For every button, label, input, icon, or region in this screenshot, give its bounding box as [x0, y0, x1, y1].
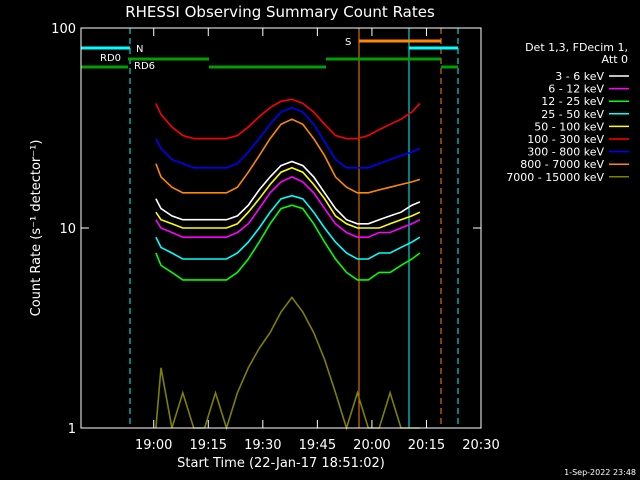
legend-label: 12 - 25 keV [541, 95, 604, 108]
x-tick-label: 19:00 [135, 438, 172, 453]
x-tick-label: 19:15 [190, 438, 227, 453]
x-tick-label: 20:15 [408, 438, 445, 453]
x-axis-label: Start Time (22-Jan-17 18:51:02) [177, 456, 385, 471]
x-tick-label: 19:30 [244, 438, 281, 453]
series-line-2 [155, 176, 421, 238]
legend-label: 100 - 300 keV [527, 133, 604, 146]
annotation-rd6: RD6 [134, 61, 155, 72]
legend-label: 800 - 7000 keV [520, 158, 604, 171]
series-line-6 [155, 98, 421, 140]
y-tick-label: 10 [59, 222, 76, 237]
legend-header-line-1: Det 1,3, FDecim 1, [525, 41, 628, 54]
y-axis-label: Count Rate (s⁻¹ detector⁻¹) [29, 140, 44, 317]
series-line-4 [155, 194, 421, 260]
legend-label: 6 - 12 keV [548, 83, 604, 96]
legend-label: 300 - 800 keV [527, 146, 604, 159]
series-line-7 [155, 106, 421, 169]
legend-label: 3 - 6 keV [555, 70, 604, 83]
timestamp: 1-Sep-2022 23:48 [564, 468, 636, 477]
x-tick-label: 19:45 [299, 438, 336, 453]
annotation-saa: S [345, 37, 351, 48]
series-line-8 [155, 118, 421, 194]
legend-label: 50 - 100 keV [534, 120, 604, 133]
x-tick-label: 20:00 [353, 438, 390, 453]
series-line-3 [155, 204, 421, 281]
x-tick-label: 20:30 [462, 438, 499, 453]
series-line-5 [155, 166, 421, 229]
y-axis: 1 10 100 [51, 22, 481, 437]
chart-title: RHESSI Observing Summary Count Rates [125, 3, 435, 21]
series-line-1 [155, 160, 421, 225]
y-tick-label: 100 [51, 22, 76, 37]
state-bands: S N RD0 RD6 [80, 28, 459, 428]
legend-label: 7000 - 15000 keV [506, 171, 604, 184]
legend-header-line-2: Att 0 [602, 53, 628, 66]
annotation-night: N [136, 44, 143, 55]
annotation-rd0: RD0 [100, 53, 121, 64]
x-axis: 19:00 19:15 19:30 19:45 20:00 20:15 20:30 [135, 28, 500, 453]
y-tick-label: 1 [68, 422, 76, 437]
legend-label: 25 - 50 keV [541, 108, 604, 121]
